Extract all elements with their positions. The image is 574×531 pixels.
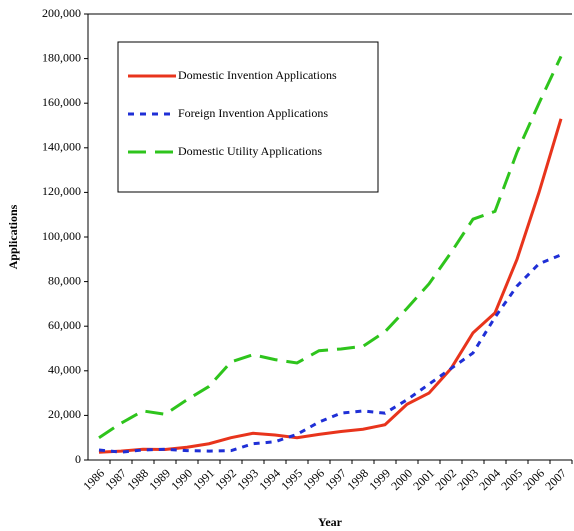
x-tick-label: 1997 [322, 466, 349, 493]
data-line [98, 55, 563, 439]
x-tick-label: 1993 [234, 466, 261, 493]
legend-box [117, 41, 379, 193]
y-tick-label: 80,000 [48, 273, 81, 287]
legend-label: Foreign Invention Applications [178, 106, 328, 120]
x-tick-label: 2004 [476, 466, 503, 493]
y-tick-label: 20,000 [48, 407, 81, 421]
y-tick-label: 120,000 [42, 184, 81, 198]
y-tick-label: 40,000 [48, 363, 81, 377]
x-tick-label: 1994 [256, 466, 283, 493]
x-tick-label: 2007 [542, 466, 569, 493]
legend-label: Domestic Invention Applications [178, 68, 337, 82]
x-tick-label: 1999 [366, 466, 393, 493]
x-tick-label: 1986 [80, 466, 107, 493]
x-tick-label: 2001 [410, 466, 437, 493]
x-tick-label: 1995 [278, 466, 305, 493]
x-tick-label: 2003 [454, 466, 481, 493]
x-tick-label: 1991 [190, 466, 217, 493]
x-tick-label: 1988 [124, 466, 151, 493]
y-tick-label: 100,000 [42, 229, 81, 243]
y-axis-title: Applications [6, 204, 20, 269]
y-tick-label: 180,000 [42, 50, 81, 64]
x-tick-label: 2005 [498, 466, 525, 493]
y-tick-label: 160,000 [42, 95, 81, 109]
legend-label: Domestic Utility Applications [178, 144, 322, 158]
x-tick-label: 2006 [520, 466, 547, 493]
y-tick-label: 140,000 [42, 140, 81, 154]
x-tick-label: 1987 [102, 466, 129, 493]
x-tick-label: 1989 [146, 466, 173, 493]
x-tick-label: 1996 [300, 466, 327, 493]
data-line [98, 118, 563, 454]
data-line [98, 253, 562, 454]
x-tick-label: 2002 [432, 466, 459, 493]
x-axis-title: Year [318, 515, 343, 529]
x-tick-label: 2000 [388, 466, 415, 493]
x-tick-label: 1990 [168, 466, 195, 493]
y-tick-label: 60,000 [48, 318, 81, 332]
y-tick-label: 0 [75, 452, 81, 466]
y-tick-label: 200,000 [42, 6, 81, 20]
x-tick-label: 1998 [344, 466, 371, 493]
x-tick-label: 1992 [212, 466, 239, 493]
